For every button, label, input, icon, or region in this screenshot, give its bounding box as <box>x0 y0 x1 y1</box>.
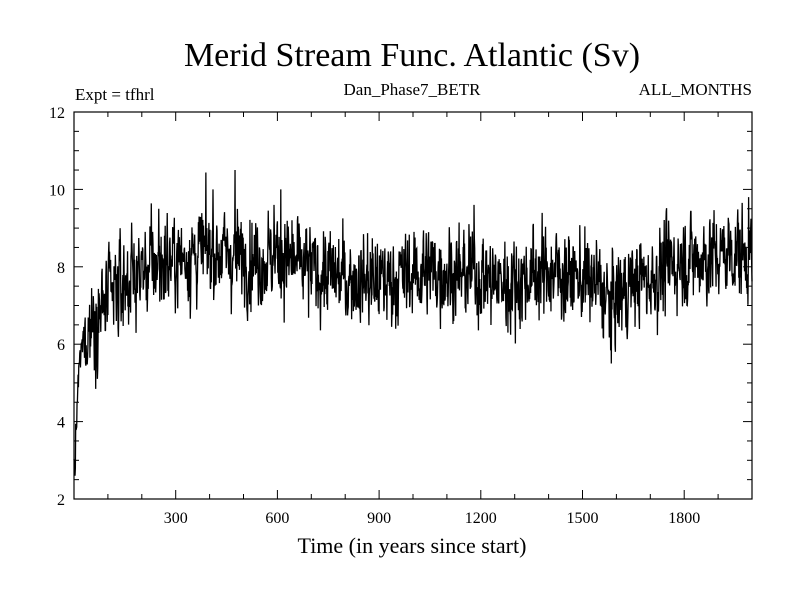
y-tick-labels: 2 4 6 8 10 12 <box>49 105 65 509</box>
x-tick-label: 1200 <box>465 510 497 527</box>
months-label: ALL_MONTHS <box>639 80 752 99</box>
y-tick-label: 12 <box>49 105 65 122</box>
x-tick-label: 600 <box>265 510 289 527</box>
y-tick-label: 8 <box>57 260 65 277</box>
y-tick-label: 2 <box>57 492 65 509</box>
x-tick-label: 300 <box>164 510 188 527</box>
experiment-label: Expt = tfhrl <box>75 85 155 104</box>
x-tick-label: 900 <box>367 510 391 527</box>
chart-title: Merid Stream Func. Atlantic (Sv) <box>184 37 640 74</box>
x-tick-label: 1800 <box>668 510 700 527</box>
y-tick-label: 10 <box>49 182 65 199</box>
dataset-label: Dan_Phase7_BETR <box>344 80 482 99</box>
x-axis-label: Time (in years since start) <box>298 533 527 558</box>
x-tick-labels: 300 600 900 1200 1500 1800 <box>164 510 701 527</box>
axis-ticks <box>74 111 752 500</box>
y-tick-label: 4 <box>57 415 65 432</box>
x-tick-label: 1500 <box>567 510 599 527</box>
series-line <box>73 170 753 476</box>
plot-frame <box>73 111 753 500</box>
y-tick-label: 6 <box>57 337 65 354</box>
